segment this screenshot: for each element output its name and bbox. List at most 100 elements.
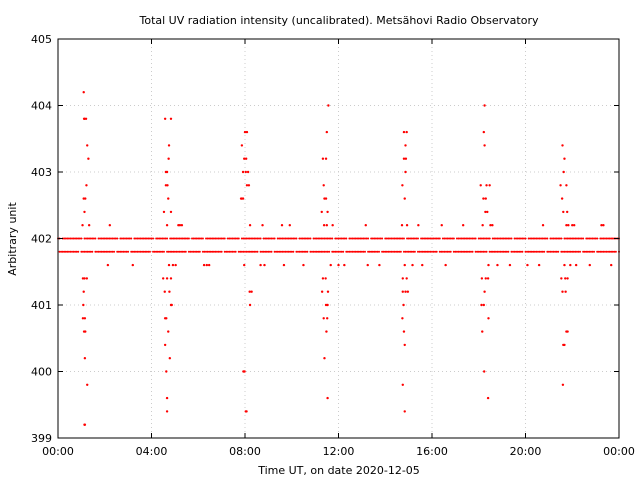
y-tick-label: 400 xyxy=(31,366,52,379)
data-point xyxy=(211,250,214,253)
data-point xyxy=(307,237,310,240)
data-point xyxy=(113,250,116,253)
data-point xyxy=(325,250,328,253)
data-point xyxy=(198,237,201,240)
data-point xyxy=(284,250,287,253)
data-point xyxy=(404,157,408,160)
data-point xyxy=(461,224,465,227)
data-point xyxy=(560,237,563,240)
data-point xyxy=(395,237,398,240)
data-point xyxy=(485,237,488,240)
data-point xyxy=(486,210,489,214)
data-point xyxy=(325,330,328,333)
data-point xyxy=(108,237,111,240)
data-point xyxy=(219,250,222,253)
data-point xyxy=(460,237,463,240)
data-point xyxy=(320,210,323,214)
data-point xyxy=(589,250,592,253)
data-point xyxy=(163,290,166,293)
data-point xyxy=(228,237,231,240)
data-point xyxy=(487,317,490,320)
data-point xyxy=(124,250,127,253)
data-point xyxy=(106,237,109,240)
data-point xyxy=(303,237,306,240)
data-point xyxy=(571,224,574,227)
data-point xyxy=(543,237,546,240)
data-point xyxy=(180,237,183,240)
data-point xyxy=(426,250,429,253)
data-point xyxy=(537,263,541,267)
data-point xyxy=(345,250,348,253)
data-point xyxy=(600,237,603,240)
data-point xyxy=(572,237,575,240)
data-point xyxy=(155,250,158,253)
data-point xyxy=(222,237,225,240)
data-point xyxy=(173,250,176,253)
data-point xyxy=(243,263,246,267)
data-point xyxy=(529,250,532,253)
data-point xyxy=(114,237,117,240)
data-point xyxy=(180,250,183,253)
data-point xyxy=(354,250,357,253)
data-point xyxy=(245,130,249,134)
data-point xyxy=(561,290,564,293)
data-point xyxy=(348,237,351,240)
data-point xyxy=(487,263,490,267)
data-point xyxy=(588,250,591,253)
data-point xyxy=(387,237,390,240)
data-point xyxy=(318,250,321,253)
data-point xyxy=(600,224,603,227)
data-point xyxy=(499,250,502,253)
data-point xyxy=(574,237,577,240)
data-point xyxy=(482,303,486,307)
data-point xyxy=(292,250,295,253)
data-point xyxy=(577,237,580,240)
data-point xyxy=(498,237,501,240)
data-point xyxy=(602,224,605,227)
data-point xyxy=(473,237,476,240)
data-point xyxy=(85,184,88,187)
data-point xyxy=(205,250,208,253)
data-point xyxy=(401,184,404,187)
data-point xyxy=(148,250,151,253)
data-point xyxy=(159,237,162,240)
data-point xyxy=(208,237,211,240)
data-point xyxy=(186,237,189,240)
data-point xyxy=(180,224,184,227)
data-point xyxy=(465,250,468,253)
data-point xyxy=(178,237,181,240)
data-point xyxy=(423,250,426,253)
data-point xyxy=(532,237,535,240)
data-point xyxy=(276,250,279,253)
data-point xyxy=(58,250,61,253)
data-point xyxy=(120,237,123,240)
y-axis-title: Arbitrary unit xyxy=(6,202,19,276)
data-point xyxy=(279,250,282,253)
x-tick-label: 00:00 xyxy=(42,445,74,458)
data-point xyxy=(309,237,312,240)
data-point xyxy=(489,224,492,227)
data-point xyxy=(288,224,291,227)
data-point xyxy=(580,237,583,240)
data-point xyxy=(381,250,384,253)
x-tick-label: 04:00 xyxy=(136,445,168,458)
data-point xyxy=(582,250,585,253)
data-point xyxy=(253,250,256,253)
data-point xyxy=(477,237,480,240)
data-point xyxy=(415,237,418,240)
data-point xyxy=(250,290,253,293)
data-point xyxy=(293,237,296,240)
data-point xyxy=(482,237,485,240)
data-point xyxy=(357,250,360,253)
data-point xyxy=(85,237,88,240)
data-point xyxy=(220,237,223,240)
data-point xyxy=(80,250,83,253)
data-point xyxy=(312,237,315,240)
data-point xyxy=(244,237,246,240)
data-point xyxy=(158,250,161,253)
data-point xyxy=(278,237,281,240)
data-point xyxy=(567,224,570,227)
data-point xyxy=(565,210,569,214)
data-point xyxy=(440,250,443,253)
data-point xyxy=(201,250,204,253)
